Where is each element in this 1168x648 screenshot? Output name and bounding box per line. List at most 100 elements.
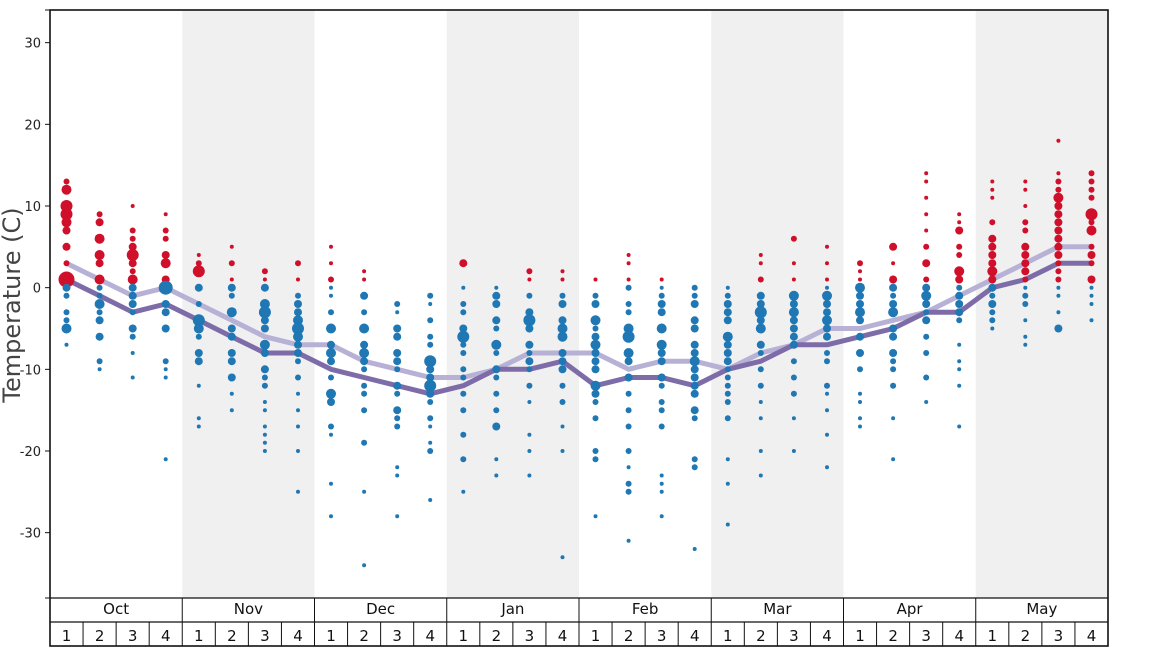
- temperature-point: [1056, 293, 1061, 298]
- temperature-point: [395, 473, 400, 478]
- temperature-point: [329, 514, 333, 519]
- temperature-point: [393, 324, 402, 333]
- temperature-point: [494, 285, 499, 290]
- temperature-point: [756, 316, 765, 325]
- week-label: 1: [855, 627, 865, 645]
- temperature-point: [558, 349, 567, 357]
- temperature-point: [161, 324, 170, 333]
- temperature-point: [658, 292, 665, 299]
- month-band-mar: [711, 10, 844, 598]
- temperature-point: [493, 325, 500, 332]
- temperature-point: [855, 282, 865, 293]
- temperature-point: [1056, 310, 1061, 315]
- temperature-point: [988, 275, 997, 284]
- temperature-point: [1088, 186, 1095, 193]
- temperature-point: [624, 357, 633, 366]
- temperature-point: [326, 323, 336, 334]
- temperature-point: [527, 449, 532, 453]
- temperature-point: [59, 272, 74, 287]
- temperature-point: [592, 415, 599, 422]
- temperature-point: [689, 356, 700, 367]
- temperature-point: [1089, 285, 1094, 290]
- temperature-point: [757, 350, 764, 356]
- temperature-point: [690, 365, 699, 374]
- temperature-point: [758, 400, 763, 404]
- temperature-point: [1054, 234, 1063, 243]
- temperature-point: [460, 309, 467, 316]
- temperature-point: [690, 300, 699, 308]
- temperature-point: [527, 400, 532, 404]
- temperature-point: [921, 290, 932, 301]
- temperature-point: [825, 391, 829, 396]
- temperature-point: [625, 407, 632, 414]
- temperature-point: [857, 260, 863, 267]
- temperature-point: [558, 300, 567, 308]
- temperature-point: [690, 349, 699, 357]
- temperature-point: [560, 269, 565, 274]
- temperature-point: [192, 265, 205, 278]
- temperature-point: [957, 212, 962, 217]
- temperature-point: [163, 457, 168, 462]
- temperature-point: [128, 300, 137, 308]
- temperature-point: [96, 284, 103, 291]
- temperature-point: [94, 250, 105, 260]
- temperature-point: [956, 252, 963, 258]
- temperature-point: [625, 284, 632, 291]
- temperature-point: [493, 350, 500, 356]
- temperature-point: [1088, 194, 1095, 201]
- temperature-point: [1088, 170, 1095, 177]
- temperature-point: [62, 226, 71, 235]
- week-label: 1: [62, 627, 72, 645]
- temperature-point: [493, 390, 500, 397]
- temperature-point: [657, 349, 666, 357]
- temperature-point: [725, 457, 730, 462]
- temperature-point: [459, 324, 468, 333]
- temperature-point: [725, 481, 730, 486]
- temperature-point: [725, 522, 730, 527]
- temperature-point: [690, 389, 699, 398]
- temperature-point: [889, 324, 898, 333]
- temperature-point: [130, 351, 135, 355]
- temperature-point: [1023, 179, 1028, 184]
- temperature-point: [626, 538, 631, 543]
- temperature-point: [558, 365, 567, 374]
- y-axis-title: Temperature (C): [0, 207, 26, 403]
- temperature-point: [1054, 226, 1063, 235]
- temperature-point: [226, 307, 237, 318]
- temperature-point: [1087, 251, 1096, 259]
- temperature-point: [691, 456, 698, 463]
- temperature-point: [526, 350, 533, 356]
- temperature-point: [295, 292, 301, 299]
- temperature-point: [989, 219, 996, 226]
- temperature-point: [889, 332, 898, 341]
- temperature-point: [988, 283, 997, 292]
- temperature-point: [428, 498, 433, 502]
- temperature-point: [492, 300, 501, 308]
- temperature-point: [393, 381, 402, 390]
- temperature-point: [956, 243, 963, 250]
- temperature-point: [924, 400, 929, 404]
- temperature-point: [1023, 342, 1028, 347]
- temperature-point: [823, 324, 831, 333]
- temperature-point: [559, 399, 566, 405]
- temperature-point: [1055, 276, 1062, 283]
- temperature-point: [592, 325, 599, 332]
- temperature-point: [558, 357, 567, 366]
- temperature-point: [229, 391, 234, 396]
- temperature-point: [460, 431, 467, 438]
- temperature-point: [259, 299, 270, 309]
- temperature-point: [825, 277, 829, 282]
- temperature-point: [493, 407, 500, 414]
- temperature-point: [1086, 225, 1097, 236]
- temperature-point: [922, 300, 931, 308]
- temperature-point: [590, 339, 601, 350]
- temperature-point: [788, 307, 799, 318]
- temperature-point: [428, 302, 433, 306]
- temperature-point: [591, 389, 600, 398]
- week-label: 3: [789, 627, 799, 645]
- temperature-point: [789, 300, 798, 308]
- temperature-point: [923, 243, 930, 250]
- month-band-may: [975, 10, 1108, 598]
- temperature-point: [262, 400, 267, 404]
- temperature-point: [756, 291, 765, 300]
